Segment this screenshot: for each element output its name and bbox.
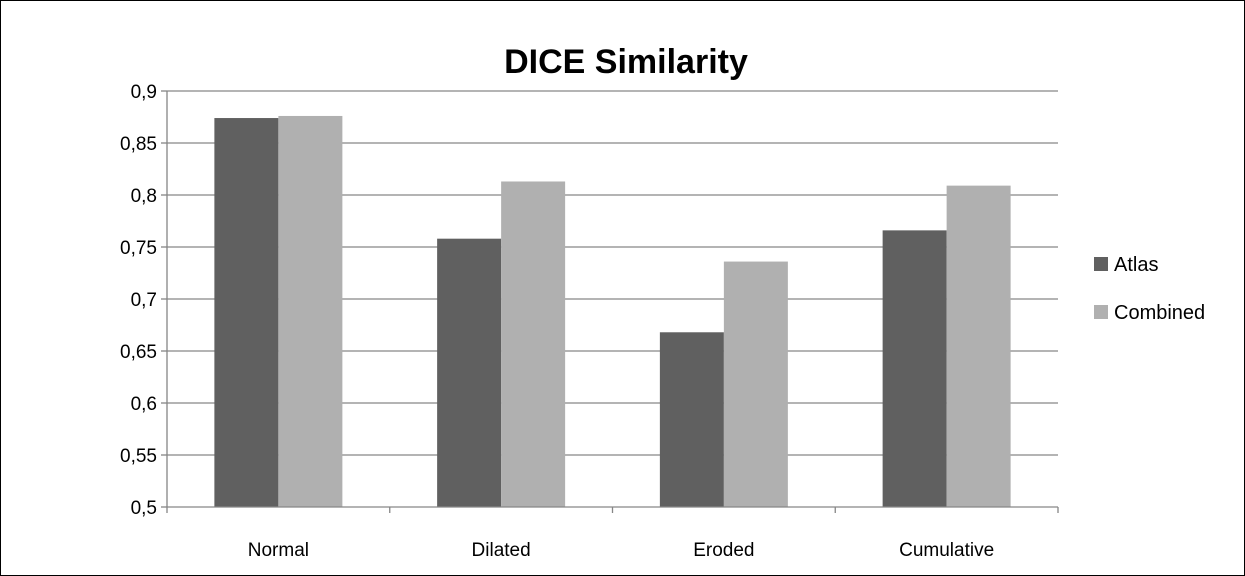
legend-label-combined: Combined xyxy=(1114,302,1205,324)
bar-atlas-normal xyxy=(214,118,279,507)
bar-combined-normal xyxy=(278,115,343,508)
y-tick-label: 0,75 xyxy=(120,238,157,259)
y-tick-label: 0,9 xyxy=(131,82,157,103)
bar-combined-eroded xyxy=(723,261,788,507)
legend: Atlas Combined xyxy=(1094,254,1205,324)
y-tick-label: 0,55 xyxy=(120,446,157,467)
bar-combined-dilated xyxy=(501,181,566,508)
chart-title: DICE Similarity xyxy=(504,43,748,81)
bars xyxy=(214,115,1011,508)
x-tick-label: Cumulative xyxy=(899,540,994,561)
bar-atlas-eroded xyxy=(659,332,724,507)
x-tick-label: Dilated xyxy=(472,540,531,561)
legend-label-atlas: Atlas xyxy=(1114,254,1158,276)
x-tick-label: Eroded xyxy=(693,540,754,561)
y-tick-label: 0,85 xyxy=(120,134,157,155)
bar-atlas-dilated xyxy=(437,238,502,507)
axes: 0,5 0,55 0,6 0,65 0,7 0,75 0,8 0,85 0,9 Normal Dil… xyxy=(120,82,1059,561)
y-tick-label: 0,65 xyxy=(120,342,157,363)
legend-swatch-combined xyxy=(1094,305,1108,319)
y-tick-label: 0,6 xyxy=(131,394,157,415)
y-tick-label: 0,5 xyxy=(131,498,157,519)
legend-swatch-atlas xyxy=(1094,257,1108,271)
bar-atlas-cumulative xyxy=(882,230,947,508)
y-tick-label: 0,8 xyxy=(131,186,157,207)
x-tick-label: Normal xyxy=(248,540,309,561)
bar-combined-cumulative xyxy=(946,185,1011,507)
y-tick-label: 0,7 xyxy=(131,290,157,311)
